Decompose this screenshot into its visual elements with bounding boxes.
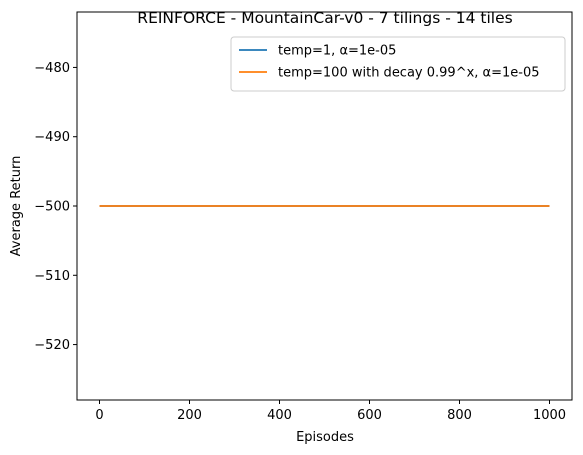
- x-tick-label: 400: [267, 408, 292, 423]
- x-tick-label: 200: [177, 408, 202, 423]
- x-tick-label: 800: [447, 408, 472, 423]
- legend: temp=1, α=1e-05 temp=100 with decay 0.99^…: [230, 36, 566, 92]
- x-tick-label: 600: [357, 408, 382, 423]
- x-tick-label: 0: [95, 408, 103, 423]
- y-tick-label: −500: [34, 200, 70, 215]
- legend-label: temp=100 with decay 0.99^x, α=1e-05: [278, 66, 540, 81]
- y-tick-label: −510: [34, 269, 70, 284]
- legend-box: [230, 36, 566, 92]
- x-axis: 0 200 400 600 800 1000: [95, 400, 566, 423]
- y-axis-label: Average Return: [9, 156, 24, 257]
- y-axis: −480 −490 −500 −510 −520: [34, 61, 77, 353]
- y-tick-label: −480: [34, 61, 70, 76]
- y-tick-label: −490: [34, 130, 70, 145]
- chart-title: REINFORCE - MountainCar-v0 - 7 tilings -…: [137, 9, 512, 27]
- y-tick-label: −520: [34, 338, 70, 353]
- x-tick-label: 1000: [533, 408, 566, 423]
- legend-label: temp=1, α=1e-05: [278, 44, 396, 59]
- x-axis-label: Episodes: [296, 430, 354, 445]
